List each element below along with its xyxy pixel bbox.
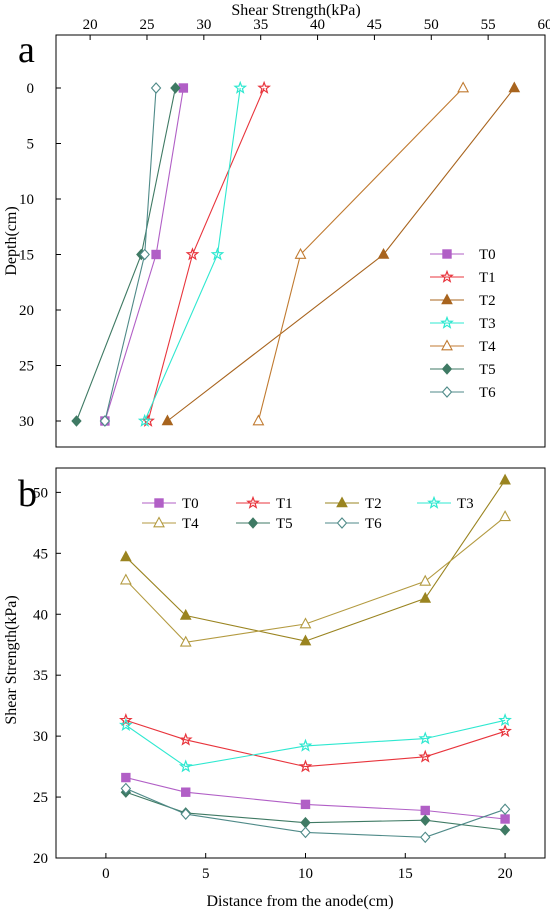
plot-frame-a (56, 35, 545, 447)
data-point-T0 (421, 806, 429, 814)
y-tick-label: 50 (33, 485, 48, 501)
data-point-T2 (420, 593, 430, 602)
y-tick-label: 35 (33, 668, 48, 684)
data-point-T0 (182, 788, 190, 796)
y-tick-label: 5 (27, 137, 35, 153)
data-point-T6 (152, 83, 161, 93)
data-point-T2 (162, 416, 172, 425)
data-point-T2 (509, 83, 519, 92)
x-axis-title-b: Distance from the anode(cm) (206, 893, 393, 910)
data-point-T1 (259, 83, 269, 93)
x-tick-label: 55 (481, 17, 496, 33)
legend-label-T0: T0 (182, 496, 199, 512)
legend-label-T1: T1 (479, 270, 496, 286)
legend-label-T1: T1 (276, 496, 293, 512)
data-point-T0 (501, 815, 509, 823)
data-point-T2 (121, 551, 131, 560)
legend-label-T2: T2 (479, 293, 496, 309)
y-tick-label: 30 (33, 729, 48, 745)
legend-marker-T5 (443, 364, 452, 374)
data-point-T2 (500, 475, 510, 484)
legend-marker-T2 (442, 295, 452, 304)
x-tick-label: 35 (253, 17, 268, 33)
legend-marker-T0 (443, 250, 451, 258)
data-point-T6 (181, 809, 190, 819)
data-point-T6 (501, 804, 510, 814)
legend-marker-T4 (442, 341, 452, 350)
y-tick-label: 20 (33, 851, 48, 867)
legend-marker-T4 (154, 518, 164, 527)
data-point-T4 (500, 511, 510, 520)
x-tick-label: 10 (298, 866, 313, 882)
x-axis-title-a: Shear Strength(kPa) (231, 2, 360, 19)
legend-label-T3: T3 (457, 496, 474, 512)
data-point-T3 (500, 715, 510, 725)
x-tick-label: 0 (102, 866, 110, 882)
x-tick-label: 20 (83, 17, 98, 33)
legend-marker-T6 (338, 518, 347, 528)
y-tick-label: 40 (33, 607, 48, 623)
y-tick-label: 10 (19, 192, 34, 208)
data-point-T6 (421, 832, 430, 842)
data-point-T0 (152, 250, 160, 258)
y-tick-label: 25 (19, 359, 34, 375)
x-tick-label: 30 (196, 17, 211, 33)
x-tick-label: 40 (310, 17, 325, 33)
y-tick-label: 25 (33, 790, 48, 806)
data-point-T0 (301, 800, 309, 808)
legend-marker-T2 (337, 498, 347, 507)
x-tick-label: 50 (424, 17, 439, 33)
panel-a: a 20 25 30 35 40 45 50 55 60 0 5 10 15 20 25 30 Shear Str… (3, 2, 550, 447)
series-line-T4 (126, 517, 505, 643)
data-point-T4 (420, 576, 430, 585)
data-point-T4 (121, 575, 131, 584)
legend-marker-T6 (443, 387, 452, 397)
data-point-T5 (301, 818, 310, 828)
data-point-T3 (235, 83, 245, 93)
legend-label-T4: T4 (479, 339, 496, 355)
data-point-T6 (301, 827, 310, 837)
data-point-T1 (500, 726, 510, 736)
data-point-T4 (458, 83, 468, 92)
x-tick-label: 20 (498, 866, 513, 882)
data-point-T0 (122, 773, 130, 781)
x-tick-label: 45 (367, 17, 382, 33)
legend-label-T5: T5 (479, 362, 496, 378)
legend-label-T3: T3 (479, 316, 496, 332)
legend-marker-T0 (155, 499, 163, 507)
data-point-T5 (72, 416, 81, 426)
legend-label-T2: T2 (365, 496, 382, 512)
data-point-T5 (171, 83, 180, 93)
y-axis-title-b: Shear Strength(kPa) (3, 595, 20, 724)
x-tick-label: 25 (139, 17, 154, 33)
legend-label-T4: T4 (182, 516, 199, 532)
data-point-T5 (501, 825, 510, 835)
data-point-T5 (421, 815, 430, 825)
legend-marker-T5 (249, 518, 258, 528)
x-tick-label: 5 (202, 866, 210, 882)
x-tick-label: 15 (398, 866, 413, 882)
legend-label-T6: T6 (365, 516, 382, 532)
y-tick-label: 0 (27, 81, 35, 97)
y-axis-title-a: Depth(cm) (3, 206, 20, 275)
legend-label-T6: T6 (479, 385, 496, 401)
legend-label-T0: T0 (479, 247, 496, 263)
y-tick-label: 30 (19, 414, 34, 430)
legend-label-T5: T5 (276, 516, 293, 532)
y-tick-label: 20 (19, 303, 34, 319)
data-point-T4 (253, 416, 263, 425)
x-tick-label: 60 (538, 17, 550, 33)
plot-frame-b (56, 468, 545, 858)
y-tick-label: 45 (33, 546, 48, 562)
y-tick-label: 15 (19, 248, 34, 264)
panel-label-a: a (18, 29, 35, 71)
